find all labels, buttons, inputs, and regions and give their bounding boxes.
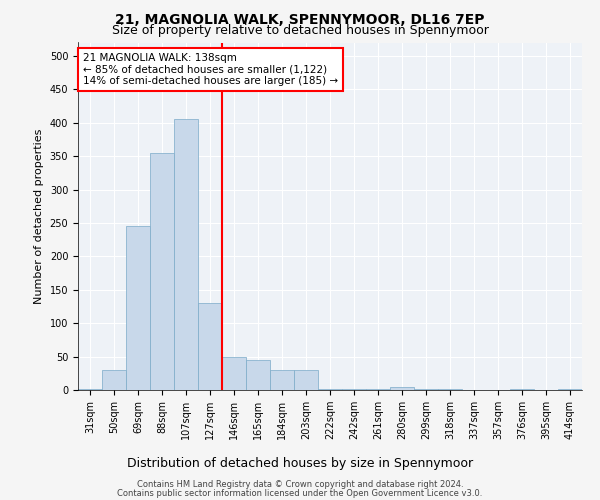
Text: Contains public sector information licensed under the Open Government Licence v3: Contains public sector information licen…: [118, 489, 482, 498]
Bar: [294, 370, 318, 390]
Bar: [198, 303, 222, 390]
Text: Size of property relative to detached houses in Spennymoor: Size of property relative to detached ho…: [112, 24, 488, 37]
Y-axis label: Number of detached properties: Number of detached properties: [34, 128, 44, 304]
Bar: [150, 153, 174, 390]
Bar: [126, 226, 150, 390]
Text: 21, MAGNOLIA WALK, SPENNYMOOR, DL16 7EP: 21, MAGNOLIA WALK, SPENNYMOOR, DL16 7EP: [115, 12, 485, 26]
Bar: [414, 388, 438, 390]
Bar: [222, 356, 246, 390]
Bar: [390, 388, 414, 390]
Bar: [438, 388, 462, 390]
Bar: [558, 388, 582, 390]
Bar: [102, 370, 126, 390]
Text: Contains HM Land Registry data © Crown copyright and database right 2024.: Contains HM Land Registry data © Crown c…: [137, 480, 463, 489]
Text: Distribution of detached houses by size in Spennymoor: Distribution of detached houses by size …: [127, 458, 473, 470]
Bar: [318, 388, 342, 390]
Text: 21 MAGNOLIA WALK: 138sqm
← 85% of detached houses are smaller (1,122)
14% of sem: 21 MAGNOLIA WALK: 138sqm ← 85% of detach…: [83, 53, 338, 86]
Bar: [246, 360, 270, 390]
Bar: [270, 370, 294, 390]
Bar: [174, 120, 198, 390]
Bar: [366, 388, 390, 390]
Bar: [342, 388, 366, 390]
Bar: [78, 388, 102, 390]
Bar: [510, 388, 534, 390]
